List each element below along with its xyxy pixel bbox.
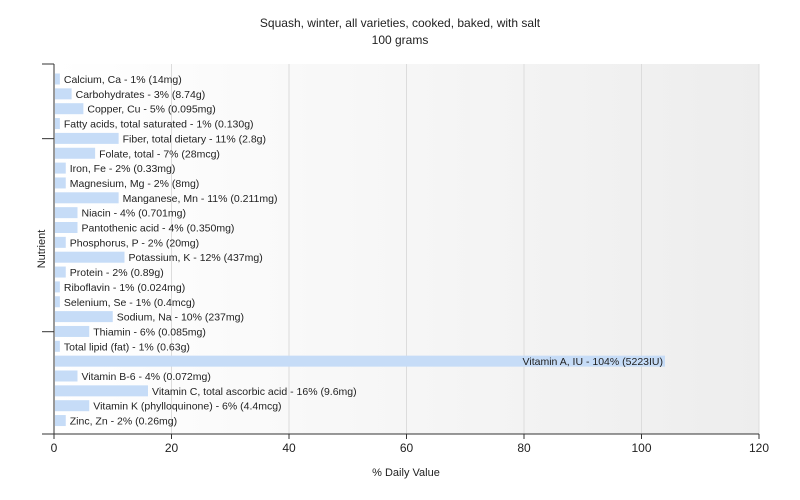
y-axis-label: Nutrient [36, 230, 48, 269]
x-tick-label: 80 [517, 441, 531, 455]
bar [55, 147, 96, 159]
bar-label: Iron, Fe - 2% (0.33mg) [70, 163, 176, 175]
bar-label: Zinc, Zn - 2% (0.26mg) [70, 416, 177, 428]
x-tick-label: 60 [400, 441, 414, 455]
bar [55, 325, 90, 337]
chart-subtitle: 100 grams [371, 33, 429, 47]
bar [55, 192, 119, 204]
chart-title: Squash, winter, all varieties, cooked, b… [259, 16, 541, 30]
bar [55, 177, 66, 189]
bar-label: Phosphorus, P - 2% (20mg) [70, 237, 199, 249]
bar-label: Calcium, Ca - 1% (14mg) [64, 74, 182, 86]
bar [55, 236, 66, 248]
bar-label: Potassium, K - 12% (437mg) [129, 252, 263, 264]
x-tick-label: 120 [749, 441, 769, 455]
bar-label: Pantothenic acid - 4% (0.350mg) [82, 223, 235, 235]
bar [55, 162, 66, 174]
bar [55, 118, 60, 130]
bar [55, 355, 665, 367]
bar-label: Carbohydrates - 3% (8.74g) [76, 89, 206, 101]
bar [55, 311, 113, 323]
bar-label: Thiamin - 6% (0.085mg) [93, 326, 206, 338]
bar-label: Vitamin B-6 - 4% (0.072mg) [82, 371, 211, 383]
bar [55, 400, 90, 412]
bar [55, 103, 84, 115]
bar-label: Protein - 2% (0.89g) [70, 267, 164, 279]
bar-label: Total lipid (fat) - 1% (0.63g) [64, 341, 190, 353]
bar-label: Riboflavin - 1% (0.024mg) [64, 282, 185, 294]
bar [55, 251, 125, 263]
bar [55, 415, 66, 427]
bar-label: Vitamin K (phylloquinone) - 6% (4.4mcg) [93, 401, 281, 413]
bar-label: Folate, total - 7% (28mcg) [99, 148, 220, 160]
bar [55, 266, 66, 278]
bar-label: Fiber, total dietary - 11% (2.8g) [123, 133, 266, 145]
x-tick-label: 0 [51, 441, 58, 455]
bar-label: Sodium, Na - 10% (237mg) [117, 312, 244, 324]
bar-label: Selenium, Se - 1% (0.4mcg) [64, 297, 195, 309]
bar [55, 281, 60, 293]
bar-label: Copper, Cu - 5% (0.095mg) [87, 104, 215, 116]
bar [55, 222, 78, 233]
bar [55, 207, 78, 219]
bar [55, 370, 78, 382]
bar-label: Niacin - 4% (0.701mg) [82, 208, 186, 220]
bar [55, 340, 60, 352]
bar-label: Fatty acids, total saturated - 1% (0.130… [64, 119, 254, 131]
x-axis-label: % Daily Value [372, 467, 440, 479]
x-tick-label: 20 [165, 441, 179, 455]
bar-label: Vitamin A, IU - 104% (5223IU) [523, 356, 663, 368]
bar-label: Magnesium, Mg - 2% (8mg) [70, 178, 200, 190]
x-tick-label: 40 [282, 441, 296, 455]
bar-label: Vitamin C, total ascorbic acid - 16% (9.… [152, 386, 357, 398]
bar [55, 385, 148, 397]
bar [55, 88, 72, 100]
bar [55, 73, 60, 85]
x-tick-label: 100 [631, 441, 651, 455]
bar [55, 132, 119, 144]
bar [55, 296, 60, 308]
bar-label: Manganese, Mn - 11% (0.211mg) [123, 193, 278, 205]
